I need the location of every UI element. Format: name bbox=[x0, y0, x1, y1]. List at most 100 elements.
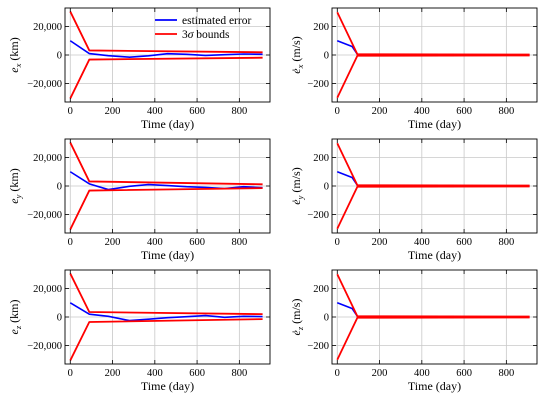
y-axis-label: ėx (m/s) bbox=[289, 36, 305, 73]
y-axis-unit: (m/s) bbox=[289, 299, 303, 327]
sigma-bound-line-2 bbox=[69, 273, 263, 316]
y-axis-unit: (km) bbox=[7, 37, 21, 63]
y-tick-label: 0 bbox=[57, 182, 62, 193]
y-tick-label: 20,000 bbox=[33, 284, 62, 295]
y-tick-label: 0 bbox=[324, 182, 329, 193]
x-tick-label: 800 bbox=[498, 237, 514, 248]
subplot-6: 0 200 400 600 800 −200 0 200 Time (day) ėz (m/s) bbox=[289, 269, 538, 393]
estimated-error-line-1 bbox=[336, 40, 530, 56]
y-tick-label: 200 bbox=[313, 284, 329, 295]
y-axis-symbol: e bbox=[7, 328, 21, 334]
x-tick-label: 400 bbox=[414, 106, 430, 117]
estimated-error-line-1 bbox=[336, 302, 530, 318]
y-axis-label: ez (km) bbox=[7, 300, 23, 335]
y-axis-unit: (km) bbox=[7, 168, 21, 194]
x-tick-label: 400 bbox=[414, 237, 430, 248]
y-tick-label: −200 bbox=[307, 79, 329, 90]
y-tick-label: 0 bbox=[57, 51, 62, 62]
x-tick-label: 800 bbox=[231, 237, 247, 248]
y-tick-label: −200 bbox=[307, 341, 329, 352]
x-tick-label: 200 bbox=[105, 106, 121, 117]
estimated-error-line-1 bbox=[69, 171, 263, 191]
estimated-error-line-1 bbox=[69, 40, 263, 58]
subplot-4: 0 200 400 600 800 −200 0 200 Time (day) ėy (m/s) bbox=[289, 138, 538, 262]
y-axis-subscript: y bbox=[295, 195, 305, 200]
x-tick-label: 200 bbox=[105, 368, 121, 379]
y-tick-label: 0 bbox=[324, 51, 329, 62]
y-tick-label: 200 bbox=[313, 22, 329, 33]
subplot-2: 0 200 400 600 800 −200 0 200 Time (day) ėx (m/s) bbox=[289, 7, 538, 131]
y-axis-subscript: x bbox=[13, 63, 23, 68]
legend-label-part: bounds bbox=[193, 29, 230, 41]
x-axis-label: Time (day) bbox=[408, 379, 461, 393]
x-axis-label: Time (day) bbox=[141, 379, 194, 393]
y-axis-label: ex (km) bbox=[7, 37, 23, 72]
x-tick-label: 800 bbox=[498, 368, 514, 379]
sigma-bound-line-3 bbox=[336, 316, 530, 361]
sigma-bound-line-2 bbox=[69, 142, 263, 186]
x-axis-label: Time (day) bbox=[408, 117, 461, 131]
sigma-bound-line-3 bbox=[336, 54, 530, 99]
sigma-bound-line-2 bbox=[336, 142, 530, 187]
y-tick-label: 200 bbox=[313, 153, 329, 164]
legend-label: 3σ bounds bbox=[182, 29, 230, 41]
x-tick-label: 600 bbox=[189, 237, 205, 248]
y-axis-subscript: x bbox=[295, 64, 305, 69]
x-tick-label: 0 bbox=[335, 106, 340, 117]
x-tick-label: 600 bbox=[456, 237, 472, 248]
y-tick-label: −200 bbox=[307, 210, 329, 221]
legend-sigma: σ bbox=[188, 29, 195, 41]
y-tick-label: 0 bbox=[324, 313, 329, 324]
y-axis-label: ey (km) bbox=[7, 168, 23, 203]
legend: estimated error 3σ bounds bbox=[155, 15, 251, 41]
y-axis-symbol: e bbox=[7, 198, 21, 204]
y-axis-symbol: ė bbox=[289, 199, 303, 205]
y-axis-symbol: ė bbox=[289, 329, 303, 335]
y-axis-subscript: z bbox=[295, 326, 305, 331]
sigma-bound-line-3 bbox=[336, 185, 530, 230]
y-axis-unit: (m/s) bbox=[289, 167, 303, 195]
y-tick-label: −20,000 bbox=[27, 210, 62, 221]
sigma-bound-line-2 bbox=[69, 11, 263, 54]
y-tick-label: −20,000 bbox=[27, 79, 62, 90]
x-axis-label: Time (day) bbox=[141, 117, 194, 131]
x-tick-label: 600 bbox=[456, 106, 472, 117]
x-tick-label: 0 bbox=[335, 237, 340, 248]
subplot-3: 0 200 400 600 800 −20,000 0 20,000 Time (day) ey … bbox=[7, 138, 271, 262]
estimated-error-line-1 bbox=[336, 171, 530, 187]
y-axis-unit: (m/s) bbox=[289, 36, 303, 64]
y-axis-label: ėz (m/s) bbox=[289, 299, 305, 336]
x-tick-label: 800 bbox=[231, 368, 247, 379]
legend-label: estimated error bbox=[182, 15, 251, 27]
x-tick-label: 200 bbox=[372, 237, 388, 248]
x-tick-label: 0 bbox=[68, 237, 73, 248]
x-tick-label: 0 bbox=[335, 368, 340, 379]
x-axis-label: Time (day) bbox=[408, 248, 461, 262]
subplot-1: 0 200 400 600 800 −20,000 0 20,000 Time (day) ex … bbox=[7, 7, 271, 131]
y-axis-symbol: e bbox=[7, 67, 21, 73]
x-tick-label: 600 bbox=[456, 368, 472, 379]
x-tick-label: 0 bbox=[68, 368, 73, 379]
legend-label-part: 3 bbox=[182, 29, 188, 41]
y-tick-label: −20,000 bbox=[27, 341, 62, 352]
x-tick-label: 400 bbox=[147, 106, 163, 117]
x-tick-label: 400 bbox=[147, 368, 163, 379]
x-tick-label: 800 bbox=[498, 106, 514, 117]
y-axis-subscript: z bbox=[13, 325, 23, 330]
sigma-bound-line-2 bbox=[336, 273, 530, 318]
x-tick-label: 200 bbox=[105, 237, 121, 248]
sigma-bound-line-2 bbox=[336, 11, 530, 56]
y-tick-label: 20,000 bbox=[33, 22, 62, 33]
y-axis-subscript: y bbox=[13, 194, 23, 199]
x-tick-label: 800 bbox=[231, 106, 247, 117]
y-axis-unit: (km) bbox=[7, 300, 21, 326]
sigma-bound-line-3 bbox=[69, 318, 263, 361]
x-tick-label: 200 bbox=[372, 368, 388, 379]
x-tick-label: 600 bbox=[189, 106, 205, 117]
x-tick-label: 200 bbox=[372, 106, 388, 117]
sigma-bound-line-3 bbox=[69, 187, 263, 230]
x-tick-label: 0 bbox=[68, 106, 73, 117]
y-tick-label: 20,000 bbox=[33, 153, 62, 164]
x-tick-label: 400 bbox=[414, 368, 430, 379]
